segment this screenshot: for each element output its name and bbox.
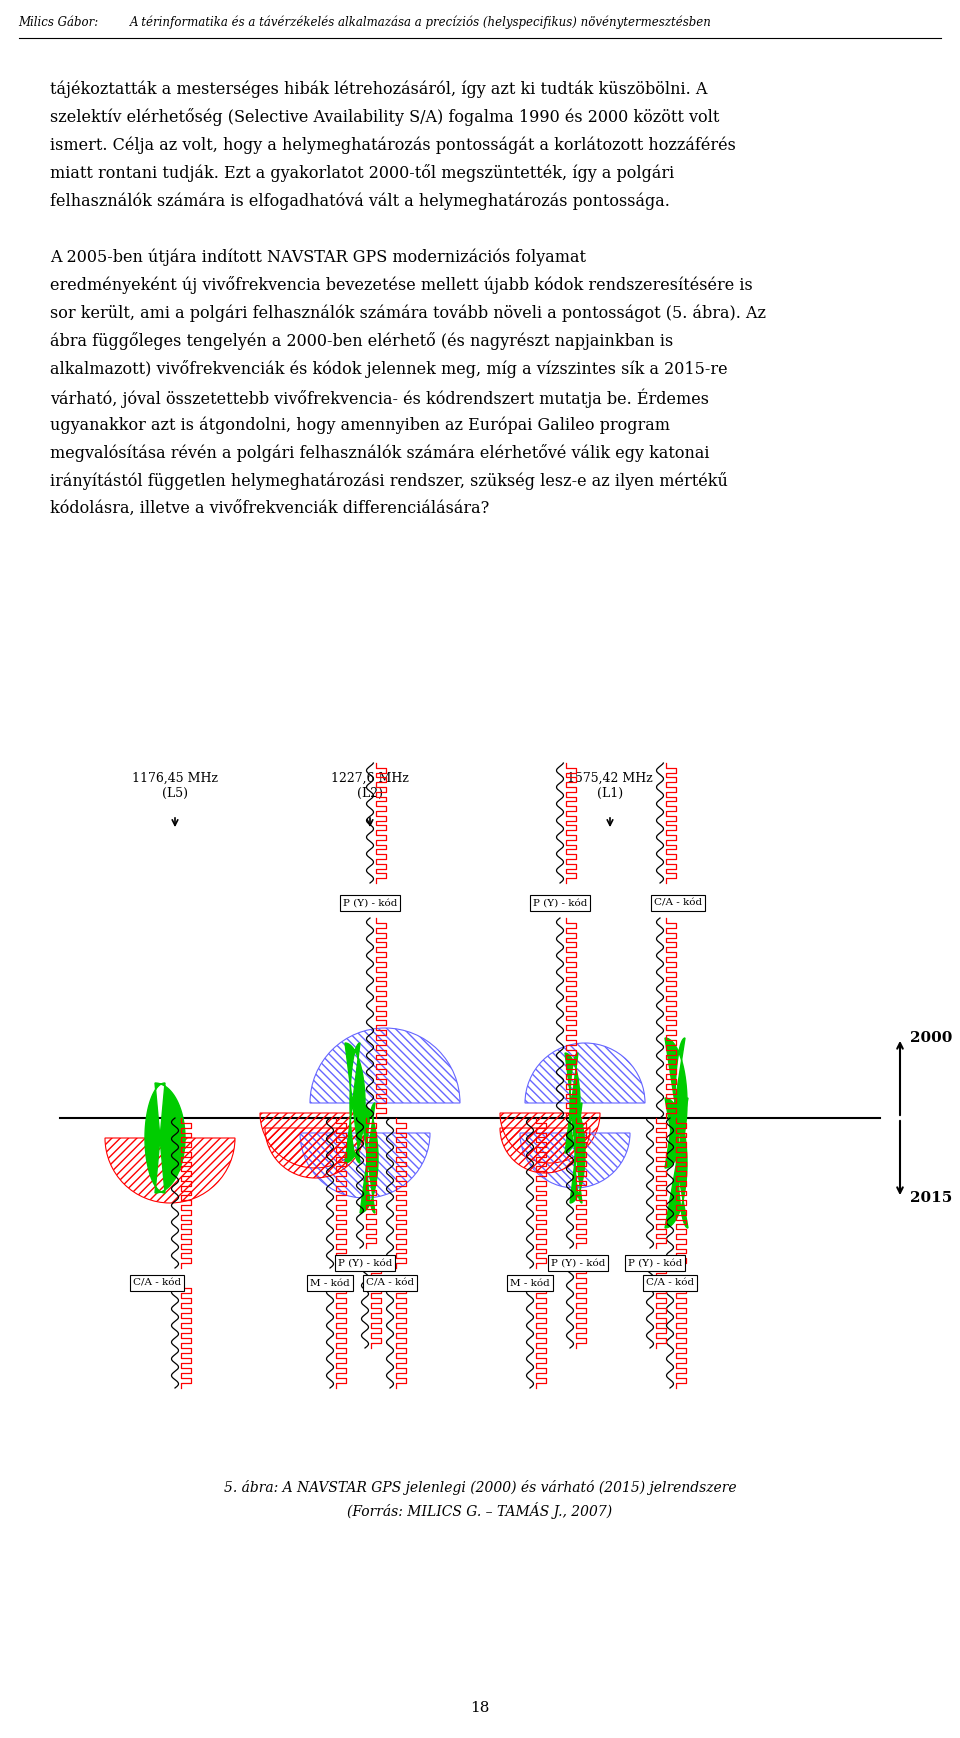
Polygon shape bbox=[345, 1043, 365, 1163]
Text: várható, jóval összetettebb vivőfrekvencia- és kódrendszert mutatja be. Érdemes: várható, jóval összetettebb vivőfrekvenc… bbox=[50, 388, 709, 407]
Text: megvalósítása révén a polgári felhasználók számára elérhetővé válik egy katonai: megvalósítása révén a polgári felhasznál… bbox=[50, 443, 709, 462]
Text: alkalmazott) vivőfrekvenciák és kódok jelennek meg, míg a vízszintes sík a 2015-: alkalmazott) vivőfrekvenciák és kódok je… bbox=[50, 360, 728, 377]
Text: P (Y) - kód: P (Y) - kód bbox=[343, 899, 397, 907]
Text: 2015: 2015 bbox=[910, 1191, 952, 1204]
Text: tájékoztatták a mesterséges hibák létrehozásáról, így azt ki tudták küszöbölni. : tájékoztatták a mesterséges hibák létreh… bbox=[50, 80, 708, 97]
Text: Milics Gábor:: Milics Gábor: bbox=[18, 16, 98, 28]
Text: 18: 18 bbox=[470, 1702, 490, 1715]
Text: P (Y) - kód: P (Y) - kód bbox=[338, 1258, 393, 1267]
Polygon shape bbox=[665, 1098, 688, 1229]
Polygon shape bbox=[570, 1104, 585, 1203]
Text: 5. ábra: A NAVSTAR GPS jelenlegi (2000) és várható (2015) jelrendszere: 5. ábra: A NAVSTAR GPS jelenlegi (2000) … bbox=[224, 1481, 736, 1495]
Text: 1227,6 MHz
(L2): 1227,6 MHz (L2) bbox=[331, 772, 409, 799]
Text: kódolásra, illetve a vivőfrekvenciák differenciálására?: kódolásra, illetve a vivőfrekvenciák dif… bbox=[50, 501, 490, 516]
Text: eredményeként új vivőfrekvencia bevezetése mellett újabb kódok rendszeresítésére: eredményeként új vivőfrekvencia bevezeté… bbox=[50, 276, 753, 294]
Text: C/A - kód: C/A - kód bbox=[366, 1279, 414, 1288]
Polygon shape bbox=[525, 1043, 645, 1104]
Text: felhasználók számára is elfogadhatóvá vált a helymeghatározás pontossága.: felhasználók számára is elfogadhatóvá vá… bbox=[50, 191, 670, 210]
Text: ismert. Célja az volt, hogy a helymeghatározás pontosságát a korlátozott hozzáfé: ismert. Célja az volt, hogy a helymeghat… bbox=[50, 136, 736, 153]
Text: A térinformatika és a távérzékelés alkalmazása a precíziós (helyspecifikus) növé: A térinformatika és a távérzékelés alkal… bbox=[130, 16, 712, 30]
Text: szelektív elérhetőség (Selective Availability S/A) fogalma 1990 és 2000 között v: szelektív elérhetőség (Selective Availab… bbox=[50, 108, 719, 125]
Polygon shape bbox=[360, 1104, 378, 1213]
Text: C/A - kód: C/A - kód bbox=[132, 1279, 181, 1288]
Polygon shape bbox=[310, 1027, 460, 1104]
Text: (Forrás: MILICS G. – TAMÁS J., 2007): (Forrás: MILICS G. – TAMÁS J., 2007) bbox=[348, 1502, 612, 1519]
Text: M - kód: M - kód bbox=[310, 1279, 349, 1288]
Text: A 2005-ben útjára indított NAVSTAR GPS modernizációs folyamat: A 2005-ben útjára indított NAVSTAR GPS m… bbox=[50, 249, 586, 266]
Text: P (Y) - kód: P (Y) - kód bbox=[551, 1258, 605, 1267]
Polygon shape bbox=[665, 1038, 687, 1168]
Text: irányítástól független helymeghatározási rendszer, szükség lesz-e az ilyen mérté: irányítástól független helymeghatározási… bbox=[50, 473, 728, 490]
Text: sor került, ami a polgári felhasználók számára tovább növeli a pontosságot (5. á: sor került, ami a polgári felhasználók s… bbox=[50, 304, 766, 322]
Polygon shape bbox=[105, 1138, 235, 1203]
Text: C/A - kód: C/A - kód bbox=[646, 1279, 694, 1288]
Text: C/A - kód: C/A - kód bbox=[654, 899, 702, 907]
Polygon shape bbox=[145, 1083, 185, 1192]
Text: 1176,45 MHz
(L5): 1176,45 MHz (L5) bbox=[132, 772, 218, 799]
Text: P (Y) - kód: P (Y) - kód bbox=[628, 1258, 683, 1267]
Text: ábra függőleges tengelyén a 2000-ben elérhető (és nagyrészt napjainkban is: ábra függőleges tengelyén a 2000-ben elé… bbox=[50, 332, 673, 349]
Text: M - kód: M - kód bbox=[510, 1279, 550, 1288]
Text: P (Y) - kód: P (Y) - kód bbox=[533, 899, 588, 907]
Polygon shape bbox=[565, 1053, 580, 1152]
Text: 2000: 2000 bbox=[910, 1031, 952, 1045]
Text: 1575,42 MHz
(L1): 1575,42 MHz (L1) bbox=[567, 772, 653, 799]
Polygon shape bbox=[260, 1112, 370, 1144]
Text: ugyanakkor azt is átgondolni, hogy amennyiben az Európai Galileo program: ugyanakkor azt is átgondolni, hogy amenn… bbox=[50, 415, 670, 433]
Text: miatt rontani tudják. Ezt a gyakorlatot 2000-től megszüntették, így a polgári: miatt rontani tudják. Ezt a gyakorlatot … bbox=[50, 163, 674, 182]
